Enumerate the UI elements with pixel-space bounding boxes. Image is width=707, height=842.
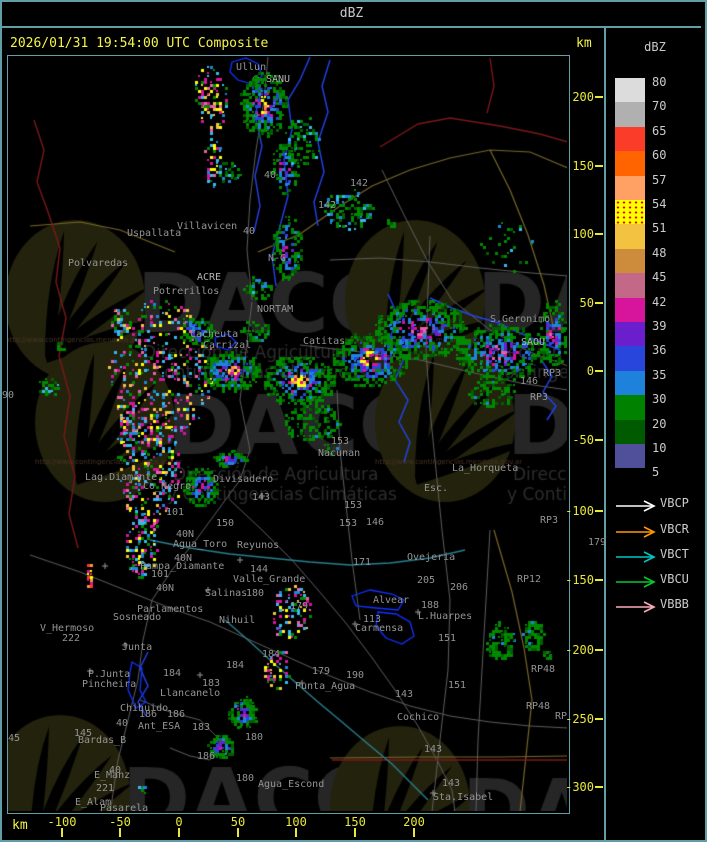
panel-divider xyxy=(604,28,606,840)
y-axis-unit-label: km xyxy=(576,36,592,51)
timestamp-label: 2026/01/31 19:54:00 UTC Composite xyxy=(10,36,269,51)
x-axis-unit-label: km xyxy=(12,818,28,833)
radar-map-canvas[interactable] xyxy=(8,56,567,811)
legend-title: dBZ xyxy=(644,40,666,54)
radar-map-panel[interactable] xyxy=(7,55,570,814)
page-title: dBZ xyxy=(339,6,364,21)
title-bar: dBZ xyxy=(2,2,701,28)
